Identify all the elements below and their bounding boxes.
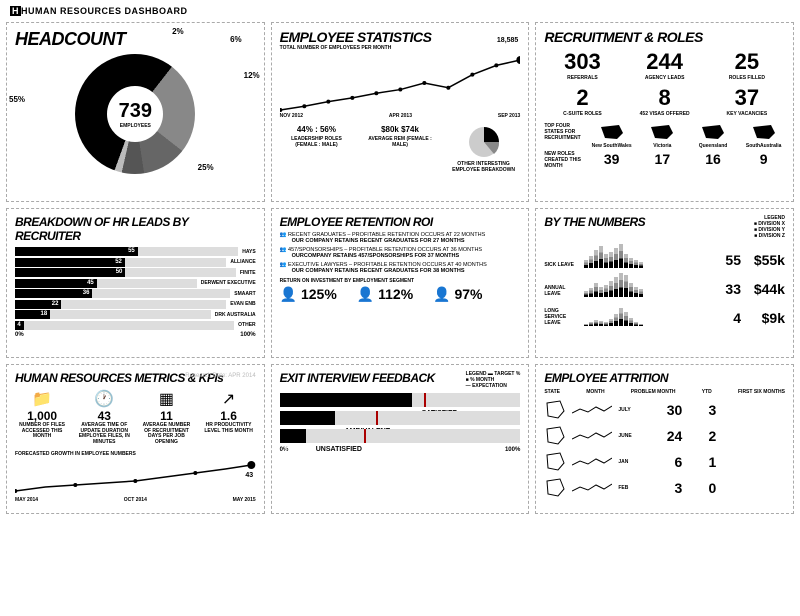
exit-legend: LEGEND ▬ TARGET %■ % MONTH— EXPECTATION [466, 371, 521, 389]
exit-bar: 23%AMBIVALENT [280, 411, 521, 425]
hbar-list: 55HAYS 52ALLIANCE50FINITE 45DERWENT EXECUT… [15, 247, 256, 330]
hbar: 50FINITE [15, 268, 256, 277]
panel-attrition: EMPLOYEE ATTRITION STATEMONTHPROBLEM MON… [535, 364, 794, 514]
bt-row: SICK LEAVE55$55k [544, 242, 785, 268]
att-row: JAN61 [544, 451, 785, 473]
att-title: EMPLOYEE ATTRITION [544, 371, 785, 385]
mini-stats: 44% : 56% LEADERSHIP ROLES (FEMALE : MAL… [280, 125, 521, 173]
recr-cell: 8452 VISAS OFFERED [627, 85, 703, 117]
line-chart [280, 55, 521, 115]
num-title: BY THE NUMBERS [544, 215, 645, 239]
created-label: NEW ROLES CREATED THIS MONTH [544, 151, 584, 169]
hbar: 22EVAN ENB [15, 300, 256, 309]
peak-label: 18,585 [497, 37, 518, 44]
ret-row: 👥 457/SPONSORSHIPS – PROFITABLE RETENTIO… [280, 247, 521, 259]
panel-numbers: BY THE NUMBERS LEGEND■ DIVISION X■ DIVIS… [535, 208, 794, 358]
hbar: 4OTHER [15, 321, 256, 330]
recr-title: RECRUITMENT & ROLES [544, 29, 785, 45]
forecast-label: FORECASTED GROWTH IN EMPLOYEE NUMBERS [15, 451, 256, 457]
hbar: 36SMAART [15, 289, 256, 298]
pct-12: 12% [244, 71, 260, 80]
headcount-title: HEADCOUNT [15, 29, 256, 50]
svg-text:43: 43 [245, 472, 253, 479]
empstats-subtitle: TOTAL NUMBER OF EMPLOYEES PER MONTH [280, 45, 521, 51]
recruiter-title: BREAKDOWN OF HR LEADS BY RECRUITER [15, 215, 256, 243]
hbar: 18DRK AUSTRALIA [15, 310, 256, 319]
mini-1: 44% : 56% LEADERSHIP ROLES (FEMALE : MAL… [280, 125, 354, 173]
kpi-item: 🕐43AVERAGE TIME OF UPDATE DURATION EMPLO… [77, 389, 131, 445]
recr-row1: 303REFERRALS244AGENCY LEADS25ROLES FILLE… [544, 49, 785, 81]
panel-recruitment: RECRUITMENT & ROLES 303REFERRALS244AGENC… [535, 22, 794, 202]
kpi-date: Research Date: APR 2014 [185, 373, 255, 379]
recruiter-scale: 0%100% [15, 332, 256, 338]
hbar: 45DERWENT EXECUTIVE [15, 279, 256, 288]
pct-25: 25% [198, 163, 214, 172]
kpi-item: 📁1,000NUMBER OF FILES ACCESSED THIS MONT… [15, 389, 69, 445]
num-legend: LEGEND■ DIVISION X■ DIVISION Y■ DIVISION… [754, 215, 785, 239]
mini-3: OTHER INTERESTING EMPLOYEE BREAKDOWN [447, 125, 521, 173]
pct-2: 2% [172, 27, 184, 36]
recr-cell: 37KEY VACANCIES [709, 85, 785, 117]
att-headers: STATEMONTHPROBLEM MONTHYTDFIRST SIX MONT… [544, 389, 785, 395]
dashboard-grid: HEADCOUNT 2% 6% 12% 25% 55% 739 EMPLOYEE… [0, 16, 800, 616]
kpi-item: ▦11AVERAGE NUMBER OF RECRUITMENT DAYS PE… [139, 389, 193, 445]
hbar: 52ALLIANCE [15, 258, 256, 267]
states-label: TOP FOUR STATES FOR RECRUITMENT [544, 123, 584, 149]
bt-row: ANNUAL LEAVE33$44k [544, 271, 785, 297]
panel-recruiter: BREAKDOWN OF HR LEADS BY RECRUITER 55HAY… [6, 208, 265, 358]
roi-label: RETURN ON INVESTMENT BY EMPLOYMENT SEGME… [280, 278, 521, 284]
panel-retention: EMPLOYEE RETENTION ROI 👥 RECENT GRADUATE… [271, 208, 530, 358]
ret-row: 👥 RECENT GRADUATES – PROFITABLE RETENTIO… [280, 232, 521, 244]
panel-headcount: HEADCOUNT 2% 6% 12% 25% 55% 739 EMPLOYEE… [6, 22, 265, 202]
panel-kpi: HUMAN RESOURCES METRICS & KPIs Research … [6, 364, 265, 514]
exit-title: EXIT INTERVIEW FEEDBACK [280, 371, 435, 389]
exit-bar: 55%SATISFIED [280, 393, 521, 407]
recr-row2: 2C-SUITE ROLES8452 VISAS OFFERED37KEY VA… [544, 85, 785, 117]
empstats-title: EMPLOYEE STATISTICS [280, 29, 521, 45]
att-row: JULY303 [544, 399, 785, 421]
donut-center: 739 EMPLOYEES [107, 86, 163, 142]
recr-cell: 2C-SUITE ROLES [544, 85, 620, 117]
pct-6: 6% [230, 35, 242, 44]
exit-bar: 11%UNSATISFIED [280, 429, 521, 443]
kpi-item: ↗1.6HR PRODUCTIVITY LEVEL THIS MONTH [202, 389, 256, 445]
recr-cell: 303REFERRALS [544, 49, 620, 81]
mini-2: $80k $74k AVERAGE REM (FEMALE : MALE) [363, 125, 437, 173]
recr-cell: 25ROLES FILLED [709, 49, 785, 81]
donut-chart: 739 EMPLOYEES [75, 54, 195, 174]
bt-row: LONG SERVICE LEAVE4$9k [544, 300, 785, 326]
pct-55: 55% [9, 95, 25, 104]
panel-empstats: EMPLOYEE STATISTICS TOTAL NUMBER OF EMPL… [271, 22, 530, 202]
ret-title: EMPLOYEE RETENTION ROI [280, 215, 521, 229]
att-row: FEB30 [544, 477, 785, 499]
hbar: 55HAYS [15, 247, 256, 256]
page-title: HHUMAN RESOURCES DASHBOARD [0, 0, 800, 16]
ret-row: 👥 EXECUTIVE LAWYERS – PROFITABLE RETENTI… [280, 262, 521, 274]
panel-exit: EXIT INTERVIEW FEEDBACK LEGEND ▬ TARGET … [271, 364, 530, 514]
forecast-chart: 43 [15, 461, 256, 497]
att-row: JUNE242 [544, 425, 785, 447]
recr-cell: 244AGENCY LEADS [627, 49, 703, 81]
